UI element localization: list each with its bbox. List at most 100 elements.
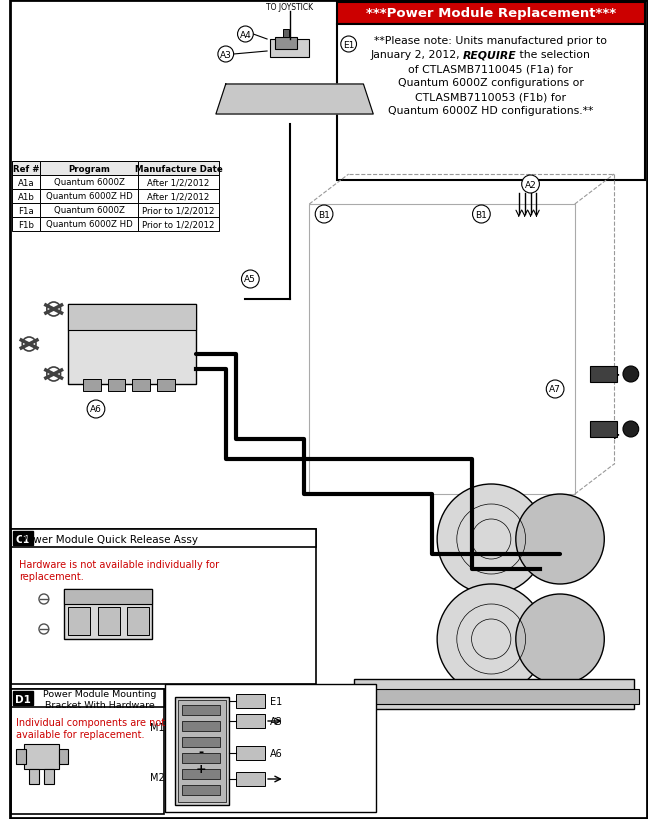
Circle shape: [516, 595, 604, 684]
Bar: [182, 721, 220, 731]
Bar: [182, 769, 220, 779]
Text: REQUIRE: REQUIRE: [463, 50, 517, 60]
Text: Ref #: Ref #: [13, 165, 40, 174]
Text: Quantum 6000Z HD: Quantum 6000Z HD: [45, 220, 132, 229]
Bar: [236, 714, 265, 728]
Circle shape: [623, 367, 639, 382]
Bar: [64, 590, 152, 639]
Bar: [16, 749, 26, 764]
Bar: [98, 607, 119, 636]
Text: A2: A2: [524, 180, 537, 189]
Bar: [337, 25, 644, 181]
Text: Power Module Mounting
Bracket With Hardware: Power Module Mounting Bracket With Hardw…: [43, 690, 156, 708]
Text: B1: B1: [476, 210, 487, 219]
Bar: [24, 744, 58, 769]
Bar: [12, 689, 164, 707]
Text: Quantum 6000Z HD configurations.**: Quantum 6000Z HD configurations.**: [388, 106, 593, 115]
Text: CTLASMB7110053 (F1b) for: CTLASMB7110053 (F1b) for: [415, 92, 566, 102]
Text: M2: M2: [150, 772, 165, 782]
Bar: [283, 30, 289, 38]
Text: Quantum 6000Z: Quantum 6000Z: [54, 206, 125, 215]
Bar: [589, 367, 617, 382]
Text: Program: Program: [68, 165, 110, 174]
Bar: [178, 700, 226, 802]
Bar: [14, 691, 33, 705]
Text: Power Module Quick Release Assy: Power Module Quick Release Assy: [21, 534, 198, 545]
Bar: [12, 529, 316, 684]
Circle shape: [522, 176, 539, 194]
Text: E1: E1: [343, 40, 354, 49]
Bar: [182, 785, 220, 795]
Text: Quantum 6000Z: Quantum 6000Z: [54, 179, 125, 188]
Bar: [12, 190, 40, 204]
Text: A3: A3: [220, 51, 232, 60]
Text: A4: A4: [239, 30, 251, 39]
Text: A1b: A1b: [18, 192, 34, 201]
Bar: [29, 769, 39, 784]
Text: B1: B1: [318, 210, 330, 219]
Text: F1a: F1a: [18, 206, 34, 215]
Bar: [40, 204, 138, 218]
Bar: [40, 218, 138, 232]
Text: After 1/2/2012: After 1/2/2012: [147, 179, 210, 188]
Circle shape: [218, 47, 234, 63]
Bar: [40, 162, 138, 176]
Text: A1a: A1a: [18, 179, 34, 188]
Bar: [12, 204, 40, 218]
Bar: [589, 422, 617, 437]
Text: C1: C1: [16, 534, 31, 545]
Text: A6: A6: [90, 405, 102, 414]
Circle shape: [341, 37, 356, 53]
Bar: [83, 379, 101, 391]
Bar: [12, 162, 40, 176]
Bar: [68, 305, 196, 331]
Bar: [138, 204, 219, 218]
Text: M1: M1: [150, 722, 165, 732]
Bar: [127, 607, 149, 636]
Text: +: +: [196, 762, 206, 776]
Circle shape: [437, 484, 545, 595]
Text: A6: A6: [270, 748, 283, 758]
Text: D1: D1: [16, 695, 31, 704]
Bar: [310, 205, 575, 495]
Text: After 1/2/2012: After 1/2/2012: [147, 192, 210, 201]
Bar: [182, 753, 220, 763]
Text: Prior to 1/2/2012: Prior to 1/2/2012: [142, 220, 215, 229]
Circle shape: [87, 400, 105, 419]
Bar: [64, 590, 152, 604]
Bar: [58, 749, 68, 764]
Bar: [165, 684, 376, 812]
Circle shape: [516, 495, 604, 584]
Circle shape: [315, 206, 333, 224]
Text: +: +: [608, 368, 620, 382]
Bar: [138, 176, 219, 190]
Text: Manufacture Date: Manufacture Date: [135, 165, 223, 174]
Text: ***Power Module Replacement***: ***Power Module Replacement***: [365, 7, 616, 20]
Bar: [40, 190, 138, 204]
Polygon shape: [216, 85, 373, 115]
Bar: [270, 40, 310, 58]
Bar: [40, 176, 138, 190]
Circle shape: [238, 27, 253, 43]
Bar: [68, 305, 196, 385]
Circle shape: [546, 381, 564, 399]
Bar: [236, 772, 265, 786]
Text: F1b: F1b: [18, 220, 34, 229]
Bar: [349, 689, 639, 704]
Bar: [12, 529, 316, 547]
Bar: [132, 379, 150, 391]
Bar: [44, 769, 54, 784]
Text: of CTLASMB7110045 (F1a) for: of CTLASMB7110045 (F1a) for: [408, 64, 573, 74]
Text: Hardware is not available individually for
replacement.: Hardware is not available individually f…: [19, 559, 219, 581]
Bar: [182, 705, 220, 715]
Text: Individual components are not
available for replacement.: Individual components are not available …: [16, 717, 165, 739]
Bar: [138, 218, 219, 232]
Bar: [68, 607, 90, 636]
Bar: [12, 218, 40, 232]
Text: TO JOYSTICK: TO JOYSTICK: [266, 3, 313, 12]
Text: A3: A3: [270, 716, 283, 726]
Circle shape: [472, 206, 490, 224]
Bar: [12, 176, 40, 190]
Text: A7: A7: [549, 385, 561, 394]
Bar: [275, 38, 297, 50]
